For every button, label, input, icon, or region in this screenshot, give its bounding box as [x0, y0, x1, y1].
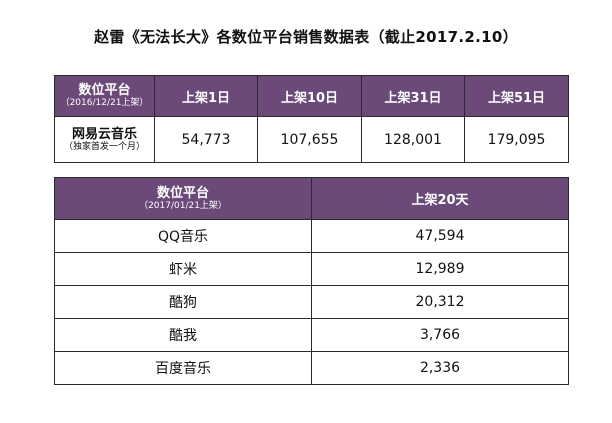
table-row: 酷我 3,766: [54, 318, 569, 352]
platform-release-date: （2016/12/21上架）: [60, 98, 149, 108]
column-header: 上架1日: [154, 75, 258, 117]
platform-header-cell: 数位平台 （2016/12/21上架）: [54, 75, 155, 117]
platform-name: 虾米: [54, 252, 312, 286]
table-row: QQ音乐 47,594: [54, 219, 569, 253]
platform-name: 网易云音乐: [71, 126, 137, 142]
platform-header-label: 数位平台: [156, 185, 209, 201]
platform-header-cell: 数位平台 （2017/01/21上架）: [54, 177, 312, 220]
platform-name: 酷我: [54, 318, 312, 352]
platform-name: QQ音乐: [54, 219, 312, 253]
platform-cell: 网易云音乐 （独家首发一个月）: [54, 116, 155, 163]
column-header: 上架51日: [464, 75, 569, 117]
sales-value-cell: 47,594: [311, 219, 569, 253]
sales-value-cell: 12,989: [311, 252, 569, 286]
platform-header-label: 数位平台: [78, 83, 131, 98]
platform-release-date: （2017/01/21上架）: [139, 200, 227, 211]
twenty-day-sales-table: 数位平台 （2017/01/21上架） 上架20天 QQ音乐 47,594 虾米…: [54, 177, 569, 385]
table-header-row: 数位平台 （2016/12/21上架） 上架1日 上架10日 上架31日 上架5…: [54, 75, 569, 117]
sales-value-cell: 3,766: [311, 318, 569, 352]
table-row: 网易云音乐 （独家首发一个月） 54,773 107,655 128,001 1…: [54, 116, 569, 163]
table-header-row: 数位平台 （2017/01/21上架） 上架20天: [54, 177, 569, 220]
platform-name: 百度音乐: [54, 351, 312, 385]
sales-value-cell: 20,312: [311, 285, 569, 319]
sales-value-cell: 179,095: [464, 116, 569, 163]
column-header: 上架10日: [257, 75, 362, 117]
column-header: 上架31日: [361, 75, 465, 117]
page-title: 赵雷《无法长大》各数位平台销售数据表（截止2017.2.10）: [94, 28, 518, 46]
column-header: 上架20天: [311, 177, 569, 220]
sales-value-cell: 128,001: [361, 116, 465, 163]
platform-note: （独家首发一个月）: [63, 141, 145, 152]
platform-name: 酷狗: [54, 285, 312, 319]
sales-value-cell: 54,773: [154, 116, 258, 163]
table-row: 虾米 12,989: [54, 252, 569, 286]
first-week-sales-table: 数位平台 （2016/12/21上架） 上架1日 上架10日 上架31日 上架5…: [54, 75, 569, 163]
table-row: 百度音乐 2,336: [54, 351, 569, 385]
sales-value-cell: 2,336: [311, 351, 569, 385]
sales-value-cell: 107,655: [257, 116, 362, 163]
table-row: 酷狗 20,312: [54, 285, 569, 319]
